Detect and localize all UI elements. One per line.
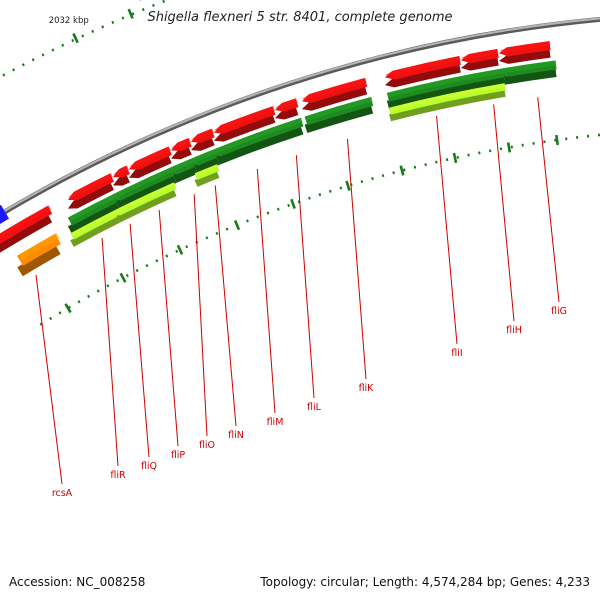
rcsA-feature-shade xyxy=(17,244,61,277)
cds-forward-highlight xyxy=(302,77,367,100)
cds-reverse-highlight xyxy=(195,148,219,162)
gene-feature-shade xyxy=(389,89,506,122)
gene-feature-shade xyxy=(116,189,177,223)
gene-feature-shade xyxy=(70,216,120,247)
cds-forward-shade xyxy=(461,56,499,71)
major-tick xyxy=(127,8,134,19)
gene-label: rcsA xyxy=(52,488,73,499)
gene-label-connector xyxy=(158,209,179,447)
gene-label: fliH xyxy=(506,325,522,336)
cds-forward-highlight xyxy=(171,137,191,149)
cds-forward-shade xyxy=(129,155,172,179)
cds-forward-highlight xyxy=(214,105,275,131)
gene-feature-highlight xyxy=(195,164,219,177)
cds-forward-highlight xyxy=(68,173,114,198)
inner-major-tick xyxy=(233,220,241,231)
genome-summary: Topology: circular; Length: 4,574,284 bp… xyxy=(260,575,590,589)
inner-major-tick xyxy=(555,134,559,146)
accession-label: Accession: NC_008258 xyxy=(9,575,146,589)
cds-forward-highlight xyxy=(461,48,499,59)
inner-major-tick xyxy=(399,165,405,176)
cds-forward-highlight xyxy=(0,205,52,240)
gene-label: fliK xyxy=(359,383,375,394)
cds-forward-highlight xyxy=(113,165,130,175)
gene-label-connector xyxy=(214,185,237,427)
cds-reverse-shade xyxy=(194,156,220,174)
cds-reverse-shade xyxy=(67,201,120,235)
inner-major-tick xyxy=(506,142,512,153)
kbp-label: 2031 kbp xyxy=(104,0,144,1)
major-tick xyxy=(72,33,79,44)
cds-forward-shade xyxy=(113,174,130,186)
cds-reverse-highlight xyxy=(504,60,557,73)
inner-major-tick xyxy=(119,272,127,283)
cds-reverse-shade xyxy=(386,75,506,110)
cds-forward-shade xyxy=(385,63,461,88)
cds-reverse-shade xyxy=(304,105,374,134)
gene-label: fliO xyxy=(199,440,215,451)
cds-reverse-shade xyxy=(116,174,177,210)
gene-label: fliG xyxy=(551,306,567,317)
cds-reverse-shade xyxy=(504,68,557,85)
cds-forward-highlight xyxy=(275,98,298,108)
cds-reverse-shade xyxy=(173,165,198,183)
rcsA-feature-highlight xyxy=(18,232,60,261)
upstream-feature xyxy=(0,204,10,225)
gene-label-connector xyxy=(35,274,63,485)
gene-label-connector xyxy=(436,115,458,345)
gene-label: fliR xyxy=(110,470,126,481)
cds-reverse-highlight xyxy=(174,156,197,171)
gene-label-connector xyxy=(295,155,315,399)
inner-major-tick xyxy=(452,152,458,164)
cds-reverse-highlight xyxy=(68,192,120,222)
kbp-label: 2032 kbp xyxy=(49,16,89,26)
inner-major-tick xyxy=(345,180,351,191)
gene-label-connector xyxy=(193,194,208,437)
cds-forward-shade xyxy=(214,114,276,142)
gene-label-connector xyxy=(101,237,119,467)
inner-major-tick xyxy=(176,244,184,255)
gene-label-connector xyxy=(346,138,367,380)
gene-label: fliM xyxy=(267,417,284,428)
cds-forward-shade xyxy=(499,48,551,64)
cds-forward-shade xyxy=(302,85,368,111)
inner-ruler-track xyxy=(39,133,600,326)
genome-backbone-highlight xyxy=(0,17,600,215)
inner-major-tick xyxy=(290,198,296,210)
gene-label: fliN xyxy=(228,430,244,441)
gene-feature-highlight xyxy=(389,83,506,112)
gene-label-connector xyxy=(493,104,515,322)
gene-label-connector xyxy=(256,168,276,414)
inner-major-tick xyxy=(64,303,72,314)
cds-forward-shade xyxy=(191,137,215,151)
gene-feature-highlight xyxy=(71,208,119,237)
gene-label-connector xyxy=(537,97,560,303)
gene-label: fliQ xyxy=(141,461,157,472)
gene-label: fliP xyxy=(171,450,186,461)
cds-forward-shade xyxy=(171,146,192,160)
cds-reverse-highlight xyxy=(387,68,506,98)
cds-forward-shade xyxy=(275,106,299,120)
cds-forward-shade xyxy=(68,182,114,209)
gene-label-connector xyxy=(129,223,150,458)
cds-forward-highlight xyxy=(191,128,214,140)
cds-forward-shade xyxy=(0,214,53,253)
gene-label: fliL xyxy=(307,402,322,413)
cds-forward-highlight xyxy=(499,41,551,53)
cds-reverse-highlight xyxy=(116,165,176,197)
cds-forward-highlight xyxy=(385,55,461,76)
gene-label: fliI xyxy=(451,348,462,359)
gene-feature-shade xyxy=(194,170,220,187)
map-title: Shigella flexneri 5 str. 8401, complete … xyxy=(147,10,453,25)
gene-feature-highlight xyxy=(117,182,176,213)
cds-forward-highlight xyxy=(129,146,171,168)
cds-reverse-highlight xyxy=(305,96,373,122)
cds-reverse-highlight xyxy=(217,117,303,153)
cds-reverse-shade xyxy=(216,125,304,165)
